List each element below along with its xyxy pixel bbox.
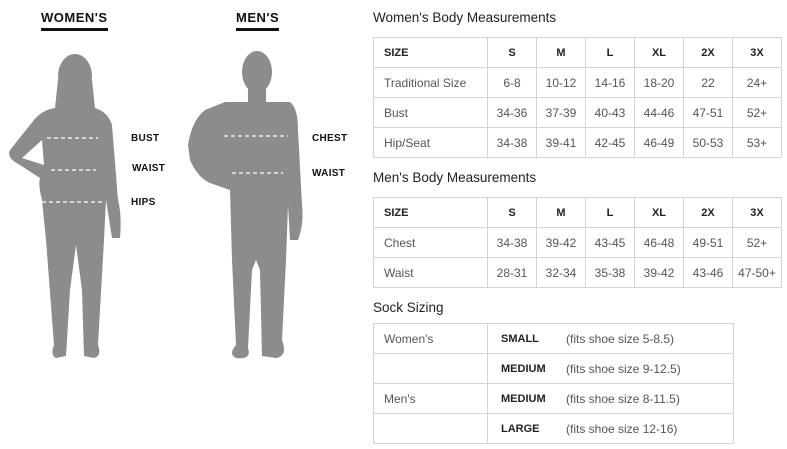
table-cell: 40-43 [585,97,635,128]
table-cell: 6-8 [487,67,537,98]
row-label [373,413,488,444]
header-cell: M [536,37,586,68]
table-row: MEDIUM (fits shoe size 9-12.5) [373,353,734,384]
bust-label: BUST [131,133,160,144]
header-cell: SIZE [373,37,488,68]
header-cell: 2X [683,197,733,228]
table-cell: 52+ [732,97,782,128]
table-header-row: SIZE S M L XL 2X 3X [373,37,782,68]
sock-size: LARGE [487,413,566,444]
table-cell: 47-51 [683,97,733,128]
row-label: Chest [373,227,488,258]
womens-table-title: Women's Body Measurements [373,10,557,25]
table-cell: 35-38 [585,257,635,288]
header-cell: S [487,37,537,68]
header-cell: XL [634,37,684,68]
chest-label: CHEST [312,133,348,144]
row-label: Hip/Seat [373,127,488,158]
table-row: Women's SMALL (fits shoe size 5-8.5) [373,323,734,354]
header-cell: L [585,37,635,68]
table-cell: 34-38 [487,227,537,258]
waist-label-women: WAIST [132,163,166,174]
table-cell: 53+ [732,127,782,158]
header-cell: XL [634,197,684,228]
table-cell: 10-12 [536,67,586,98]
mens-table-title: Men's Body Measurements [373,170,537,185]
sock-size: SMALL [487,323,566,354]
table-cell: 34-36 [487,97,537,128]
row-label: Bust [373,97,488,128]
table-cell: 44-46 [634,97,684,128]
table-cell: 39-42 [634,257,684,288]
womens-measurements-table: SIZE S M L XL 2X 3X Traditional Size 6-8… [373,37,782,158]
table-cell: 42-45 [585,127,635,158]
row-label: Traditional Size [373,67,488,98]
table-cell: 49-51 [683,227,733,258]
table-row: Chest 34-38 39-42 43-45 46-48 49-51 52+ [373,227,782,258]
table-cell: 34-38 [487,127,537,158]
table-cell: 46-48 [634,227,684,258]
table-cell: 52+ [732,227,782,258]
womens-body-gap [22,140,44,165]
table-row: Waist 28-31 32-34 35-38 39-42 43-46 47-5… [373,257,782,288]
header-cell: M [536,197,586,228]
shoe-size-fit: (fits shoe size 9-12.5) [566,353,734,384]
row-label: Waist [373,257,488,288]
table-cell: 39-42 [536,227,586,258]
shoe-size-fit: (fits shoe size 8-11.5) [566,383,734,414]
table-row: Hip/Seat 34-38 39-41 42-45 46-49 50-53 5… [373,127,782,158]
shoe-size-fit: (fits shoe size 5-8.5) [566,323,734,354]
sock-size: MEDIUM [487,383,566,414]
table-cell: 39-41 [536,127,586,158]
table-cell: 18-20 [634,67,684,98]
table-cell: 32-34 [536,257,586,288]
mens-measure-lines [224,135,288,174]
table-header-row: SIZE S M L XL 2X 3X [373,197,782,228]
womens-measure-lines [42,137,104,203]
table-cell: 50-53 [683,127,733,158]
shoe-size-fit: (fits shoe size 12-16) [566,413,734,444]
table-cell: 14-16 [585,67,635,98]
mens-silhouette [188,51,303,359]
table-row: Bust 34-36 37-39 40-43 44-46 47-51 52+ [373,97,782,128]
table-cell: 22 [683,67,733,98]
header-cell: 3X [732,37,782,68]
header-cell: S [487,197,537,228]
sock-sizing-table: Women's SMALL (fits shoe size 5-8.5) MED… [373,323,734,444]
table-row: Traditional Size 6-8 10-12 14-16 18-20 2… [373,67,782,98]
table-row: LARGE (fits shoe size 12-16) [373,413,734,444]
waist-label-men: WAIST [312,168,346,179]
sock-table-title: Sock Sizing [373,300,444,315]
hips-label: HIPS [131,197,156,208]
table-cell: 46-49 [634,127,684,158]
row-label: Men's [373,383,488,414]
table-row: Men's MEDIUM (fits shoe size 8-11.5) [373,383,734,414]
header-cell: L [585,197,635,228]
body-silhouettes [9,51,303,359]
header-cell: 3X [732,197,782,228]
table-cell: 43-45 [585,227,635,258]
sock-size: MEDIUM [487,353,566,384]
row-label [373,353,488,384]
header-cell: SIZE [373,197,488,228]
womens-figure-title: WOMEN'S [41,10,108,31]
table-cell: 28-31 [487,257,537,288]
header-cell: 2X [683,37,733,68]
mens-measurements-table: SIZE S M L XL 2X 3X Chest 34-38 39-42 43… [373,197,782,288]
table-cell: 43-46 [683,257,733,288]
table-cell: 24+ [732,67,782,98]
table-cell: 47-50+ [732,257,782,288]
row-label: Women's [373,323,488,354]
womens-silhouette [9,54,121,358]
table-cell: 37-39 [536,97,586,128]
mens-figure-title: MEN'S [236,10,280,31]
